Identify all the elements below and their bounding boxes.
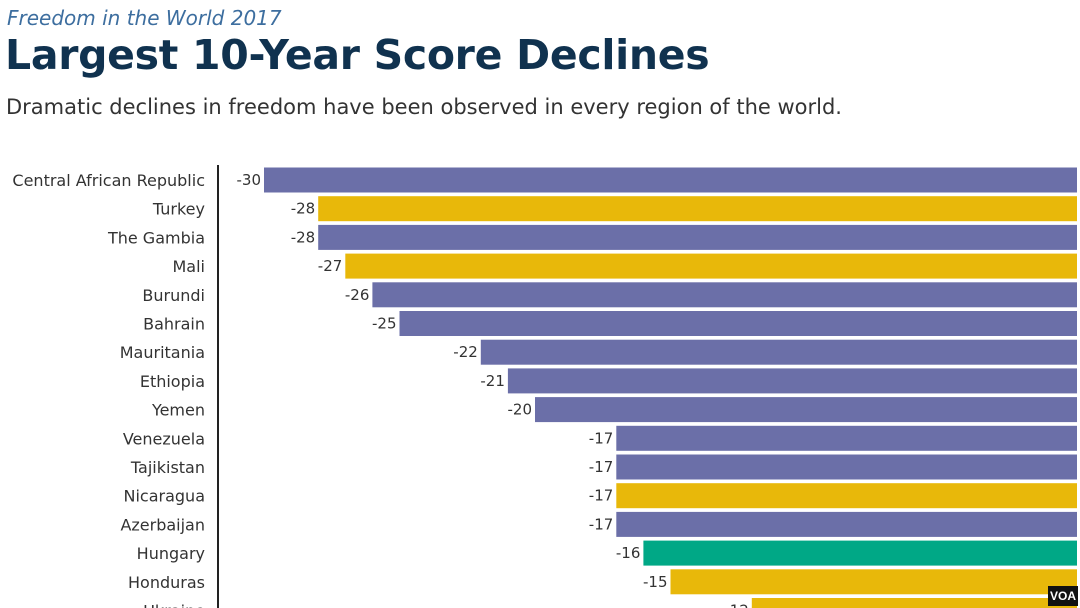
bar — [643, 540, 1077, 566]
bar — [264, 167, 1077, 193]
value-label: -16 — [616, 544, 641, 562]
value-label: -25 — [372, 315, 397, 333]
category-label: The Gambia — [107, 228, 205, 247]
category-label: Azerbaijan — [120, 515, 205, 534]
category-label: Mali — [173, 257, 206, 276]
bar — [616, 483, 1077, 509]
bar — [318, 224, 1077, 250]
chart-subtitle: Dramatic declines in freedom have been o… — [6, 95, 842, 119]
value-label: -17 — [589, 487, 614, 505]
value-label: -15 — [643, 573, 668, 591]
value-label: -26 — [345, 286, 370, 304]
value-label: -17 — [589, 458, 614, 476]
bar — [480, 339, 1077, 365]
bar — [616, 454, 1077, 480]
value-label: -27 — [318, 257, 343, 275]
category-label: Ethiopia — [140, 372, 205, 391]
category-label: Yemen — [151, 401, 205, 420]
bar — [616, 425, 1077, 451]
category-label: Hungary — [137, 544, 205, 563]
chart-title: Largest 10-Year Score Declines — [5, 31, 710, 79]
category-label: Bahrain — [143, 315, 205, 334]
category-label: Honduras — [128, 573, 205, 592]
bar — [616, 511, 1077, 537]
value-label: -17 — [589, 515, 614, 533]
value-label: -17 — [589, 429, 614, 447]
category-label: Ukraine — [143, 602, 205, 608]
category-label: Venezuela — [123, 429, 205, 448]
category-label: Central African Republic — [12, 171, 205, 190]
category-label: Turkey — [152, 200, 205, 219]
chart-kicker: Freedom in the World 2017 — [7, 6, 282, 30]
bar — [399, 311, 1077, 336]
bar — [372, 282, 1077, 308]
value-label: -28 — [291, 200, 316, 218]
bar — [535, 397, 1077, 423]
bar — [507, 368, 1077, 394]
category-label: Tajikistan — [130, 458, 205, 477]
value-label: -28 — [291, 228, 316, 246]
value-label: -30 — [237, 171, 262, 189]
category-label: Burundi — [142, 286, 205, 305]
voa-logo: VOA — [1048, 586, 1078, 606]
value-label: -22 — [453, 343, 478, 361]
value-label: -12 — [724, 602, 749, 608]
value-label: -20 — [508, 401, 533, 419]
bar — [345, 253, 1077, 279]
bar — [751, 598, 1077, 608]
bar — [318, 196, 1077, 222]
category-label: Nicaragua — [124, 487, 206, 506]
bar — [670, 569, 1077, 595]
category-label: Mauritania — [120, 343, 205, 362]
value-label: -21 — [480, 372, 505, 390]
